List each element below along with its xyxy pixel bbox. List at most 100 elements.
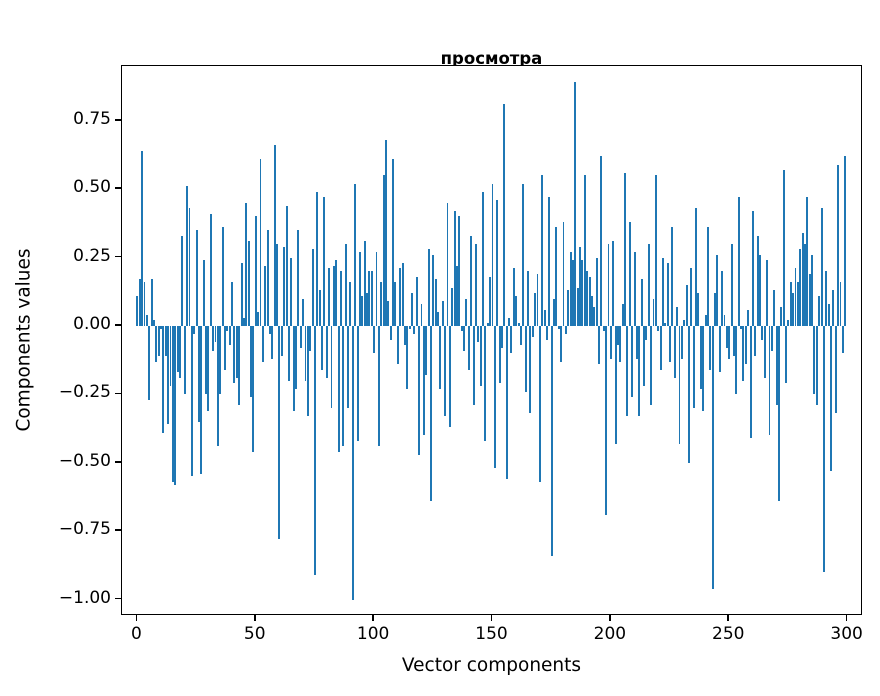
bar [515, 295, 518, 326]
bar [295, 325, 297, 389]
bar [167, 325, 170, 425]
bar [358, 252, 361, 326]
bar [224, 325, 226, 370]
bar [349, 282, 352, 326]
bar [245, 202, 248, 326]
bar [242, 317, 245, 326]
bar [815, 325, 818, 406]
bar [832, 290, 835, 326]
bar [633, 252, 636, 326]
bar [773, 290, 776, 326]
bar [448, 325, 451, 428]
bar [553, 298, 556, 326]
bar [214, 325, 217, 343]
bar [434, 279, 437, 326]
bar [510, 325, 513, 354]
bar [730, 243, 733, 326]
x-axis-tick-label: 150 [475, 624, 508, 644]
bar [763, 325, 766, 378]
bar [560, 325, 563, 362]
bar [323, 197, 326, 326]
x-axis-tick-label: 50 [243, 624, 266, 644]
bar [160, 325, 163, 329]
bar [482, 191, 484, 326]
bar [749, 325, 752, 439]
bar [505, 325, 508, 480]
y-axis-tick-label: 0.75 [73, 108, 111, 129]
bar [590, 295, 593, 326]
bar [420, 304, 423, 326]
bar [155, 325, 158, 362]
bar [375, 252, 378, 326]
bar [567, 290, 570, 326]
bar [169, 325, 172, 387]
x-axis-tick-label: 0 [130, 624, 142, 644]
bar [463, 325, 466, 351]
bar [465, 298, 468, 326]
bar [313, 325, 316, 575]
bar [150, 279, 153, 326]
bar [366, 293, 368, 326]
bar [659, 325, 662, 370]
bar [680, 325, 683, 359]
x-axis-tick-label: 300 [830, 624, 863, 644]
bar [671, 227, 674, 326]
bar [595, 257, 598, 326]
bar [316, 191, 319, 326]
bar [666, 263, 669, 326]
bar [418, 325, 421, 455]
bar [354, 183, 357, 326]
bar [557, 325, 560, 329]
bar [562, 221, 565, 326]
bar [579, 246, 582, 326]
bar [356, 325, 359, 441]
bar [216, 325, 219, 447]
bar [212, 325, 215, 351]
chart-title-line-1: просмотра [440, 49, 543, 68]
bar [278, 325, 281, 540]
bar [460, 325, 463, 332]
bar [508, 317, 511, 326]
bar [820, 208, 823, 326]
bar [344, 243, 347, 326]
bar [609, 325, 612, 359]
bar [536, 273, 539, 326]
bar [477, 325, 480, 343]
bar [330, 325, 333, 409]
bar [756, 235, 759, 326]
bar [586, 271, 589, 326]
bar [453, 211, 456, 326]
bar [799, 249, 802, 326]
bar [768, 325, 771, 436]
bar [257, 312, 260, 326]
bar [534, 293, 537, 326]
bar [531, 325, 534, 337]
bar [543, 309, 546, 326]
bar [205, 325, 207, 395]
bar [427, 249, 430, 326]
bar [683, 320, 686, 326]
bar-series [122, 66, 861, 614]
bar [411, 293, 413, 326]
y-axis-label: Components values [13, 248, 35, 432]
bar [363, 241, 366, 326]
bar [702, 325, 705, 411]
bar [844, 156, 847, 326]
bar [583, 175, 586, 326]
bar [335, 260, 338, 326]
bar [273, 145, 276, 326]
bar [250, 325, 252, 398]
bar [311, 249, 314, 326]
bar [725, 325, 728, 348]
bar [777, 325, 780, 502]
bar [467, 325, 470, 370]
bar [688, 325, 690, 463]
bar [268, 325, 271, 335]
bar [711, 325, 714, 589]
bar [839, 282, 842, 326]
bar [498, 325, 501, 384]
bar [647, 243, 650, 326]
bar [602, 325, 605, 332]
bar [141, 150, 144, 326]
